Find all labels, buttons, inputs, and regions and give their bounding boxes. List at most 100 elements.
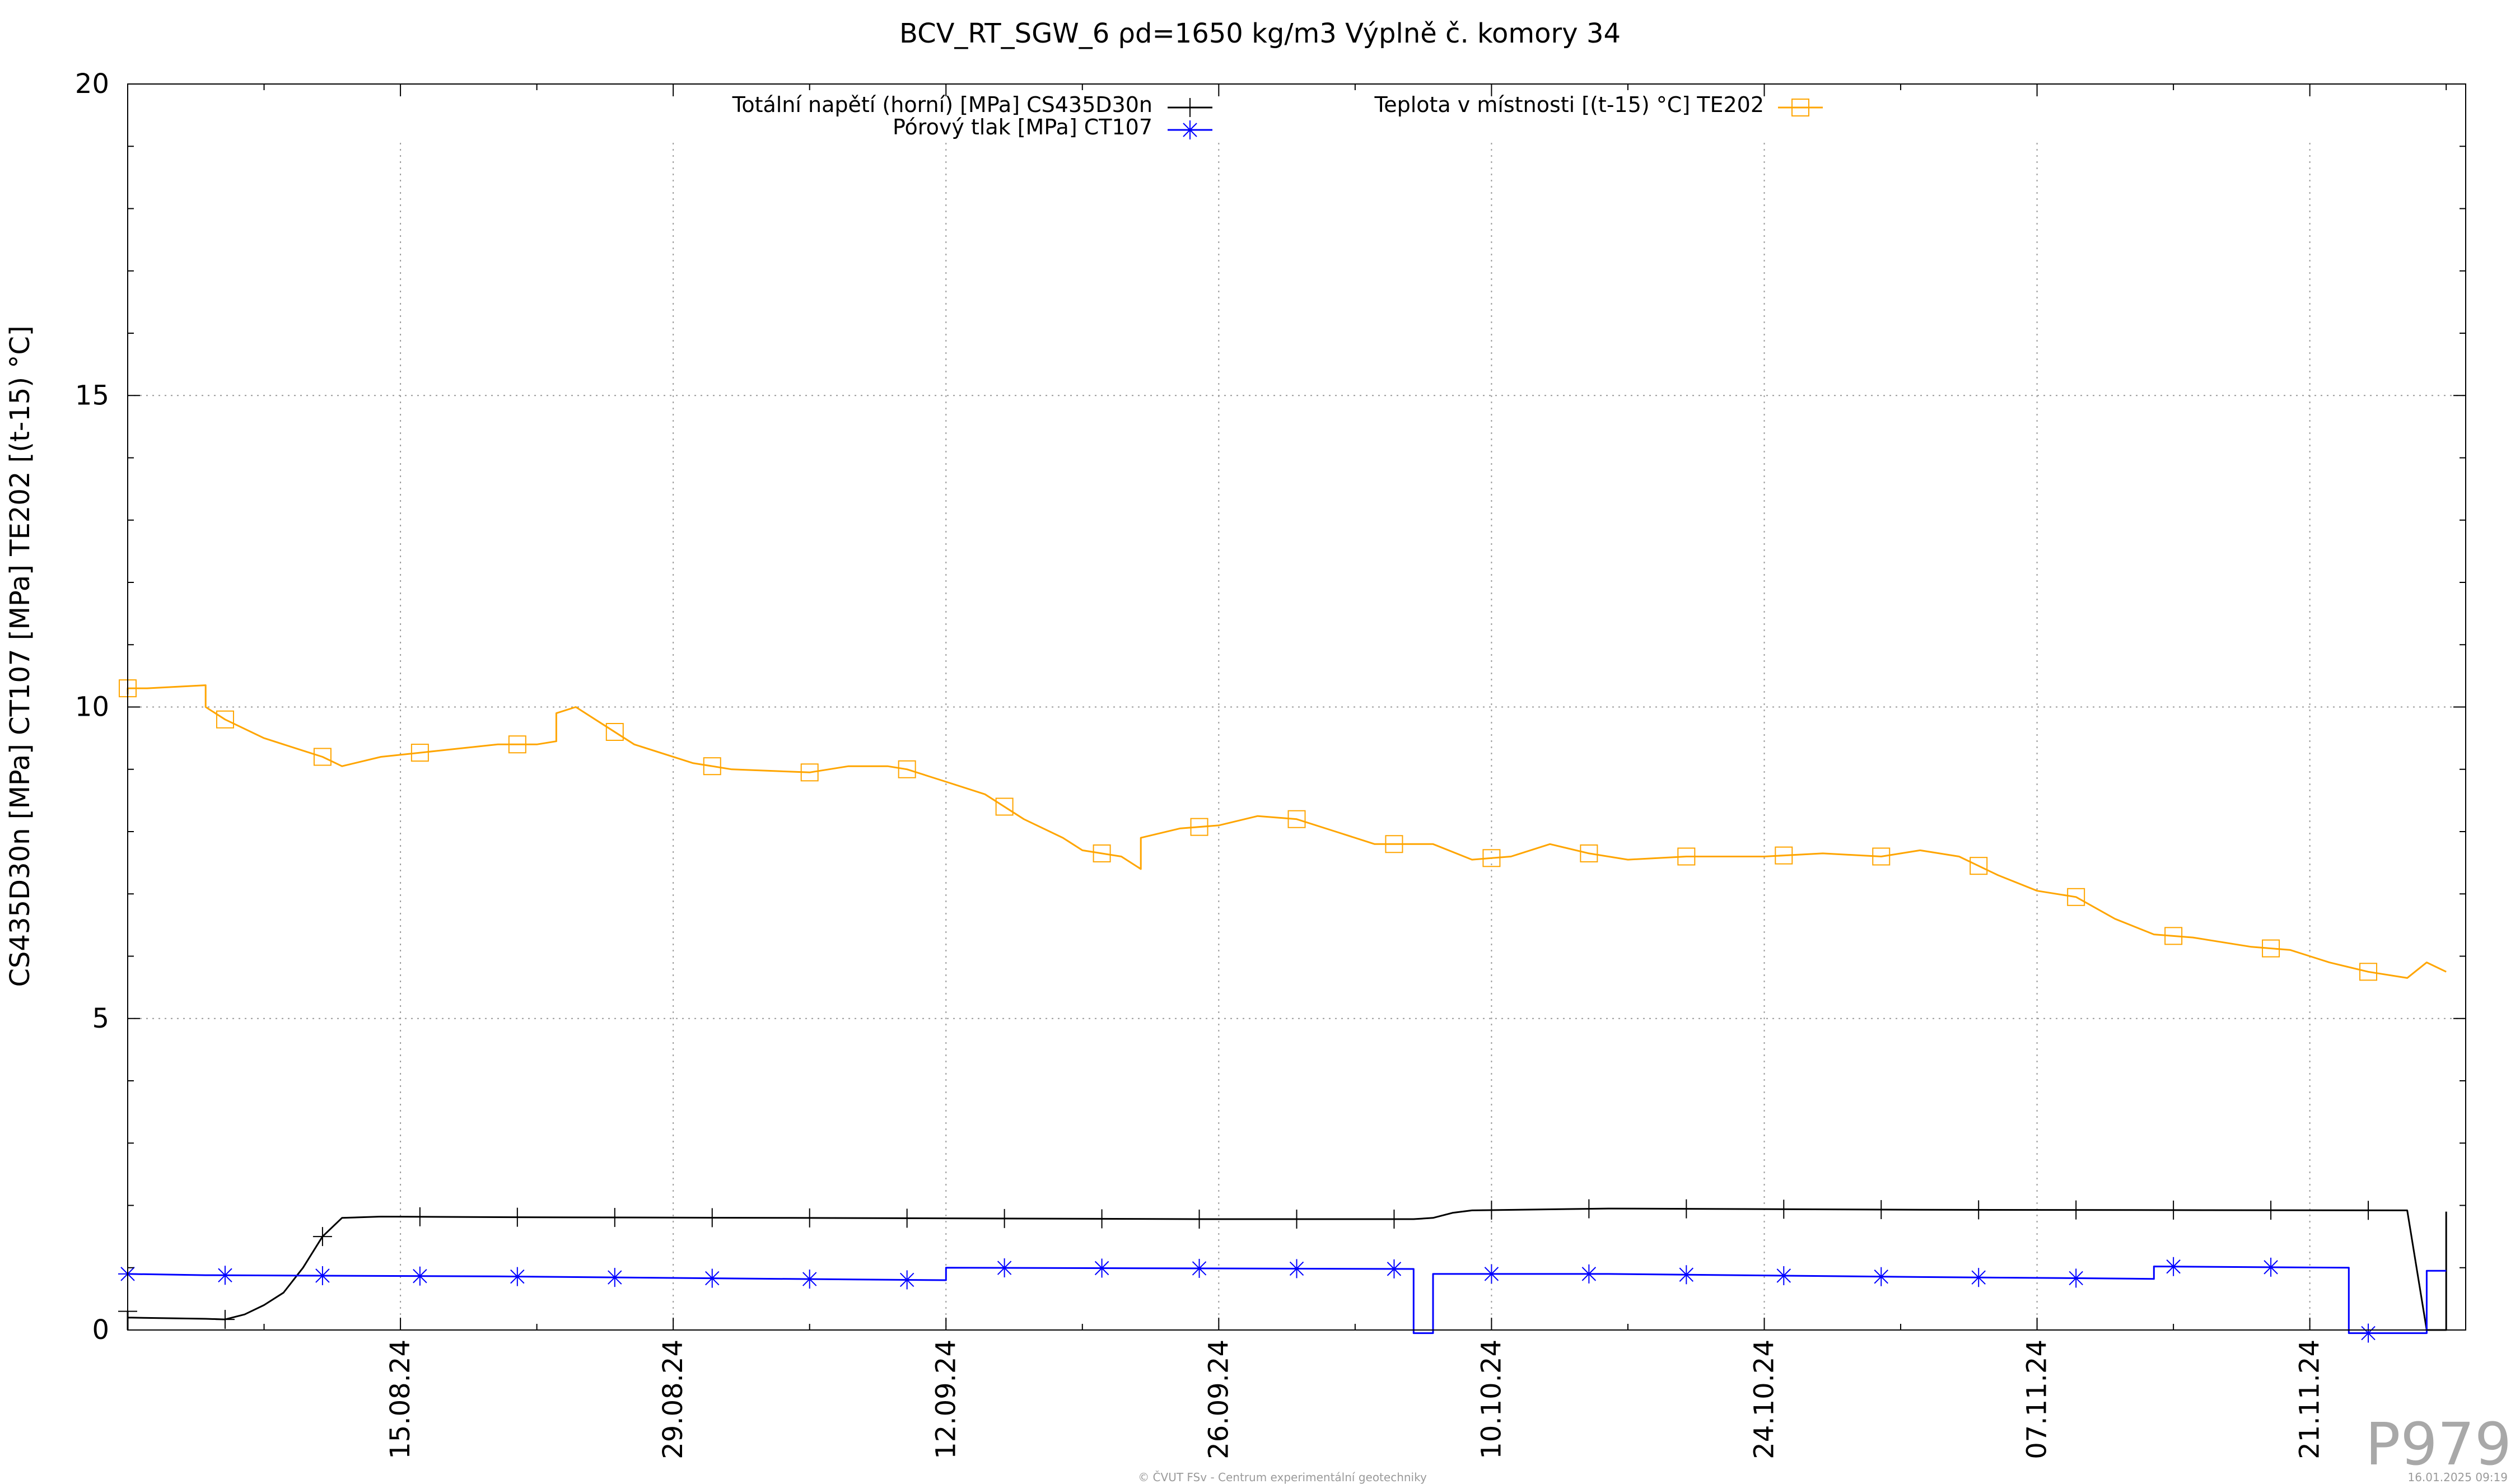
- marker-stroke: [898, 760, 916, 778]
- x-tick-label: 21.11.24: [2294, 1340, 2326, 1459]
- data-point-0: [800, 1208, 819, 1228]
- footer-timestamp: 16.01.2025 09:19: [2407, 1471, 2508, 1484]
- series-line-1: [127, 1266, 2447, 1334]
- legend-samples: [1168, 98, 1823, 139]
- marker-stroke: [2361, 1326, 2376, 1341]
- marker-stroke: [218, 1268, 232, 1282]
- data-point-1: [702, 1268, 722, 1288]
- y-tick-label: 15: [75, 380, 109, 411]
- marker-stroke: [1094, 1261, 1109, 1276]
- marker-stroke: [1287, 810, 1306, 828]
- marker-stroke: [413, 1269, 427, 1284]
- data-point-2: [898, 760, 916, 778]
- marker-stroke: [800, 763, 819, 782]
- marker-stroke: [510, 1269, 525, 1284]
- data-point-2: [2164, 927, 2183, 945]
- data-point-1: [312, 1266, 332, 1285]
- data-point-0: [1482, 1200, 1501, 1220]
- legend-label-total-stress: Totální napětí (horní) [MPa] CS435D30n: [732, 92, 1152, 117]
- x-tick-label: 10.10.24: [1476, 1340, 1507, 1459]
- data-point-0: [2164, 1200, 2183, 1220]
- y-tick-label: 10: [75, 692, 109, 723]
- data-point-1: [897, 1270, 917, 1290]
- data-point-1: [1579, 1264, 1599, 1284]
- data-point-0: [1092, 1209, 1112, 1229]
- watermark: P979: [2365, 1410, 2512, 1478]
- marker-layer: [118, 679, 2378, 1343]
- data-point-2: [2067, 888, 2085, 906]
- data-point-2: [216, 710, 234, 729]
- y-tick-label: 5: [92, 1003, 109, 1034]
- data-point-2: [1580, 844, 1598, 862]
- plot-frame: [127, 83, 2466, 1331]
- marker-stroke: [1971, 1270, 1986, 1285]
- data-point-2: [1385, 835, 1403, 853]
- marker-stroke: [1679, 1267, 1694, 1282]
- marker-stroke: [1093, 844, 1111, 862]
- marker-stroke: [1385, 835, 1403, 853]
- chart-title: BCV_RT_SGW_6 ρd=1650 kg/m3 Výplně č. kom…: [899, 18, 1621, 49]
- x-tick-label: 07.11.24: [2022, 1340, 2053, 1459]
- data-point-1: [1092, 1258, 1112, 1278]
- data-point-0: [995, 1208, 1014, 1228]
- data-point-1: [1774, 1266, 1794, 1286]
- marker-stroke: [1482, 849, 1501, 867]
- data-point-2: [2262, 939, 2280, 958]
- legend-label-room-temperature: Teplota v místnosti [(t-15) °C] TE202: [1374, 92, 1764, 117]
- data-point-2: [703, 757, 721, 776]
- marker-stroke: [1484, 1267, 1499, 1281]
- data-point-1: [507, 1267, 527, 1286]
- data-point-2: [800, 763, 819, 782]
- marker-stroke: [216, 710, 234, 729]
- legend-sample-marker-0: [1180, 98, 1200, 117]
- data-point-0: [1384, 1209, 1404, 1229]
- data-point-2: [1287, 810, 1306, 828]
- marker-stroke: [995, 797, 1014, 816]
- data-point-2: [1775, 846, 1793, 865]
- marker-stroke: [2264, 1260, 2278, 1275]
- marker-stroke: [2359, 963, 2378, 981]
- data-point-1: [2261, 1257, 2281, 1277]
- marker-stroke: [899, 1272, 914, 1287]
- data-point-2: [410, 744, 429, 762]
- data-point-2: [1872, 847, 1891, 866]
- data-point-1: [2066, 1268, 2086, 1288]
- data-point-1: [1969, 1268, 1989, 1287]
- marker-stroke: [1874, 1270, 1888, 1284]
- marker-stroke: [313, 748, 332, 766]
- data-point-1: [800, 1270, 819, 1289]
- marker-stroke: [705, 1271, 720, 1286]
- series-layer: [127, 684, 2447, 1334]
- data-point-0: [1774, 1200, 1794, 1219]
- data-point-0: [702, 1208, 722, 1228]
- marker-stroke: [508, 735, 526, 754]
- data-point-1: [215, 1266, 235, 1285]
- data-point-0: [1287, 1209, 1306, 1229]
- data-point-0: [605, 1208, 624, 1228]
- data-point-0: [507, 1207, 527, 1227]
- x-tick-label: 26.09.24: [1203, 1340, 1234, 1459]
- marker-stroke: [1677, 847, 1696, 866]
- marker-stroke: [1775, 846, 1793, 865]
- data-point-1: [1677, 1265, 1696, 1285]
- marker-stroke: [1872, 847, 1891, 866]
- marker-stroke: [315, 1268, 330, 1283]
- footer-copyright: © ČVUT FSv - Centrum experimentální geot…: [1138, 1471, 1427, 1484]
- data-point-0: [1872, 1200, 1891, 1220]
- marker-stroke: [997, 1261, 1012, 1275]
- legend-sample-marker-1: [1180, 120, 1200, 139]
- data-point-1: [1384, 1259, 1404, 1278]
- data-point-0: [1579, 1199, 1599, 1219]
- data-point-1: [1287, 1259, 1306, 1278]
- marker-stroke: [1192, 1261, 1207, 1276]
- data-point-2: [313, 748, 332, 766]
- marker-stroke: [1581, 1267, 1597, 1281]
- data-point-1: [410, 1266, 430, 1286]
- marker-stroke: [2164, 927, 2183, 945]
- data-point-0: [2066, 1200, 2086, 1220]
- y-axis-label: CS435D30n [MPa] CT107 [MPa] TE202 [(t-15…: [4, 325, 36, 987]
- marker-stroke: [802, 1272, 817, 1286]
- data-point-1: [1189, 1258, 1209, 1278]
- marker-stroke: [1190, 818, 1208, 836]
- x-tick-label: 24.10.24: [1749, 1340, 1780, 1459]
